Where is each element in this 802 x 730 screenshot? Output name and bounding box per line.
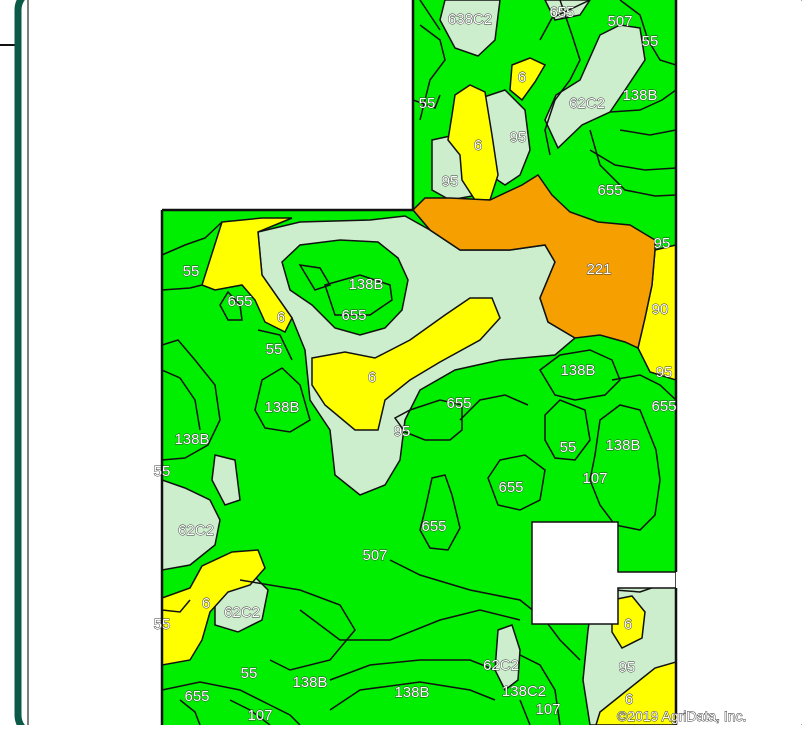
soil-label-138b: 138B: [622, 87, 657, 104]
soil-label-221: 221: [586, 261, 611, 278]
soil-unit-yellow: [162, 549, 266, 666]
soil-label-55: 55: [560, 439, 577, 456]
soil-label-655: 655: [498, 479, 523, 496]
soil-label-95: 95: [656, 364, 673, 381]
soil-label-55: 55: [266, 341, 283, 358]
soil-label-655: 655: [651, 398, 676, 415]
soil-label-138b: 138B: [560, 362, 595, 379]
soil-label-507: 507: [362, 547, 387, 564]
soil-label-55: 55: [241, 665, 258, 682]
soil-label-6: 6: [624, 616, 632, 633]
soil-label-6: 6: [518, 69, 526, 86]
map-border: [14, 0, 802, 730]
soil-unit-light-green: [211, 454, 241, 506]
soil-unit-orange: [411, 173, 656, 350]
soil-label-638c2: 638C2: [448, 11, 492, 28]
soil-label-138b: 138B: [292, 674, 327, 691]
soil-label-55: 55: [154, 616, 171, 633]
soil-label-138b: 138B: [394, 684, 429, 701]
soil-label-95: 95: [654, 235, 671, 252]
soil-label-90: 90: [652, 301, 669, 318]
soil-label-6: 6: [625, 691, 633, 708]
soil-label-6: 6: [277, 309, 285, 326]
soil-label-107: 107: [582, 470, 607, 487]
soil-label-55: 55: [183, 263, 200, 280]
soil-label-107: 107: [247, 707, 272, 724]
soil-label-655: 655: [227, 293, 252, 310]
soil-label-655: 655: [597, 182, 622, 199]
soil-label-655: 655: [341, 307, 366, 324]
soil-label-55: 55: [642, 33, 659, 50]
soil-label-138b: 138B: [605, 437, 640, 454]
soil-label-138b: 138B: [348, 276, 383, 293]
soil-label-95: 95: [510, 129, 527, 146]
soil-label-138b: 138B: [174, 431, 209, 448]
soil-unit-yellow: [311, 297, 501, 431]
soil-unit-yellow: [509, 57, 547, 102]
soil-label-138c2: 138C2: [502, 683, 546, 700]
soil-unit-yellow: [611, 595, 646, 649]
soil-label-6: 6: [368, 369, 376, 386]
soil-label-62c2: 62C2: [224, 604, 260, 621]
soil-label-62c2: 62C2: [178, 522, 214, 539]
soil-unit-light-green: [439, 0, 501, 57]
soil-unit-yellow: [594, 661, 676, 725]
soil-label-655: 655: [184, 688, 209, 705]
soil-label-62c2: 62C2: [483, 657, 519, 674]
soil-label-655: 655: [421, 518, 446, 535]
copyright-text: ©2019 AgriData, Inc.: [617, 708, 746, 724]
soil-label-95: 95: [394, 423, 411, 440]
non-field-area: [531, 521, 676, 625]
soil-label-55: 55: [154, 463, 171, 480]
soil-label-55: 55: [419, 95, 436, 112]
soil-label-138b: 138B: [264, 399, 299, 416]
soil-label-6: 6: [474, 137, 482, 154]
soil-label-95: 95: [442, 173, 459, 190]
soil-unit-yellow: [201, 217, 293, 334]
soil-label-6: 6: [202, 595, 210, 612]
soil-unit-light-green: [162, 478, 221, 571]
field-boundary: [160, 0, 678, 725]
soil-label-507: 507: [607, 13, 632, 30]
soil-label-655: 655: [446, 395, 471, 412]
soil-label-95: 95: [619, 659, 636, 676]
soil-label-62c2: 62C2: [569, 95, 605, 112]
soil-label-655: 655: [549, 4, 574, 21]
soil-label-107: 107: [535, 701, 560, 718]
